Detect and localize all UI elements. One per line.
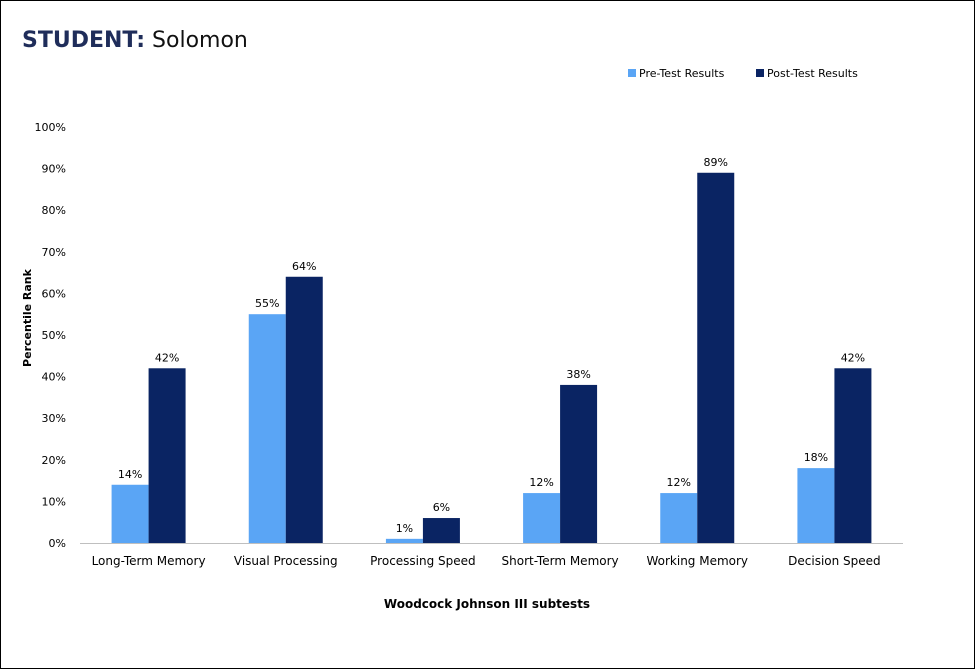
x-tick-label: Working Memory <box>646 554 748 568</box>
y-tick-label: 20% <box>42 454 66 467</box>
y-tick-label: 80% <box>42 204 66 217</box>
data-label: 42% <box>155 351 179 364</box>
bar <box>248 314 286 543</box>
x-tick-label: Decision Speed <box>788 554 881 568</box>
bar <box>660 493 698 543</box>
x-tick-label: Short-Term Memory <box>502 554 619 568</box>
y-tick-label: 0% <box>49 537 66 550</box>
y-tick-label: 100% <box>35 121 66 134</box>
data-label: 14% <box>118 468 142 481</box>
data-label: 18% <box>804 451 828 464</box>
y-tick-label: 70% <box>42 246 66 259</box>
y-tick-label: 40% <box>42 371 66 384</box>
bar <box>834 368 872 543</box>
bar <box>422 518 460 543</box>
page-title: STUDENT: Solomon <box>22 28 248 53</box>
legend-swatch <box>756 69 764 77</box>
y-tick-label: 10% <box>42 495 66 508</box>
legend: Pre-Test Results Post-Test Results <box>628 67 858 80</box>
x-tick-label: Processing Speed <box>370 554 476 568</box>
data-label: 1% <box>396 522 413 535</box>
data-label: 38% <box>566 368 590 381</box>
y-tick-label: 50% <box>42 329 66 342</box>
title-label: STUDENT: <box>22 28 146 53</box>
bar <box>111 484 149 543</box>
bar <box>148 368 186 543</box>
y-tick-label: 90% <box>42 163 66 176</box>
bar <box>523 493 561 543</box>
legend-label: Post-Test Results <box>767 67 858 80</box>
legend-label: Pre-Test Results <box>639 67 725 80</box>
y-axis: 0% 10% 20% 30% 40% 50% 60% 70% 80% 90% 100% <box>35 121 66 550</box>
y-tick-label: 30% <box>42 412 66 425</box>
data-label: 6% <box>433 501 450 514</box>
student-name: Solomon <box>152 28 248 53</box>
data-label: 64% <box>292 260 316 273</box>
bar <box>697 172 735 543</box>
data-label: 89% <box>704 156 728 169</box>
legend-swatch <box>628 69 636 77</box>
bar <box>385 538 423 543</box>
x-tick-label: Long-Term Memory <box>92 554 206 568</box>
y-tick-label: 60% <box>42 287 66 300</box>
y-axis-label: Percentile Rank <box>21 268 34 367</box>
data-label: 12% <box>667 476 691 489</box>
bars: 14% 42% 55% 64% 1% 6% 12% 38% 12% 89% 18% 42% <box>111 156 872 543</box>
data-label: 42% <box>841 351 865 364</box>
bar <box>797 468 835 543</box>
x-axis-label: Woodcock Johnson III subtests <box>384 597 590 611</box>
data-label: 12% <box>529 476 553 489</box>
bar <box>560 384 598 543</box>
x-tick-label: Visual Processing <box>234 554 338 568</box>
data-label: 55% <box>255 297 279 310</box>
x-axis: Long-Term Memory Visual Processing Process… <box>80 543 903 568</box>
bar <box>285 276 323 543</box>
